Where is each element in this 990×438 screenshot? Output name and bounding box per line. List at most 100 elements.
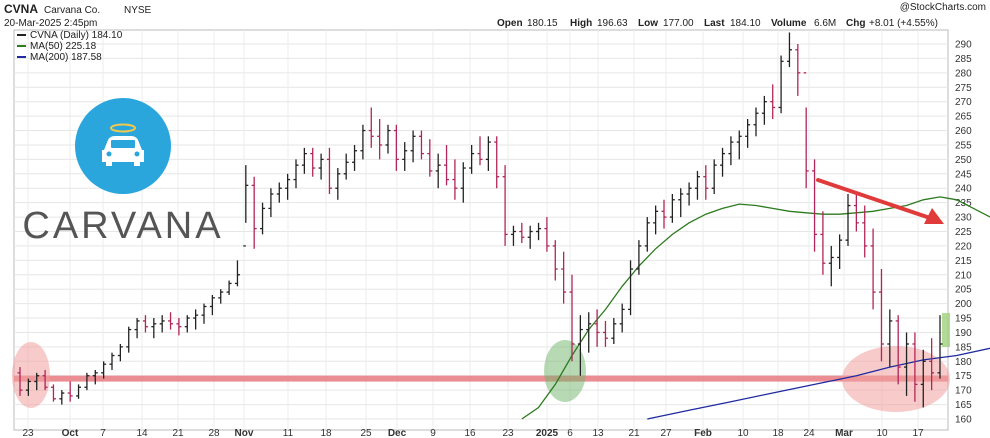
ohlc-bar bbox=[937, 315, 943, 379]
y-tick-label: 275 bbox=[955, 83, 972, 94]
ohlc-bar bbox=[586, 312, 592, 353]
highlight-left bbox=[12, 342, 50, 408]
ohlc-bar bbox=[435, 153, 441, 189]
ohlc-bar bbox=[544, 217, 550, 252]
highlight-mar bbox=[842, 346, 950, 412]
y-tick-label: 265 bbox=[955, 112, 972, 123]
x-tick-label: Dec bbox=[388, 428, 407, 438]
ohlc-bar bbox=[360, 124, 366, 160]
ohlc-bar bbox=[720, 147, 726, 177]
x-tick-label: 28 bbox=[208, 428, 220, 438]
ohlc-bar bbox=[853, 194, 859, 232]
highlight-jan bbox=[544, 340, 586, 402]
x-tick-label: 6 bbox=[567, 428, 573, 438]
ohlc-bar bbox=[109, 352, 115, 370]
ohlc-bar bbox=[293, 159, 299, 189]
ohlc-bar bbox=[184, 315, 190, 333]
symbol: CVNA bbox=[4, 2, 38, 16]
ohlc-bar bbox=[260, 202, 266, 235]
ohlc-bar bbox=[761, 95, 767, 125]
open-label: Open bbox=[497, 18, 523, 29]
y-tick-label: 205 bbox=[955, 285, 972, 296]
x-tick-label: 16 bbox=[464, 428, 476, 438]
chg-value: +8.01 (+4.55%) bbox=[869, 18, 938, 29]
plot-area bbox=[13, 29, 949, 431]
ohlc-bar bbox=[276, 182, 282, 203]
x-tick-label: 17 bbox=[912, 428, 924, 438]
last-value: 184.10 bbox=[730, 18, 761, 29]
y-tick-label: 175 bbox=[955, 371, 972, 382]
ohlc-bar bbox=[502, 165, 508, 246]
ohlc-bar bbox=[619, 303, 625, 333]
ohlc-bar bbox=[519, 222, 525, 244]
ohlc-bar bbox=[318, 153, 324, 180]
ohlc-bar bbox=[460, 162, 466, 203]
x-tick-label: 11 bbox=[283, 428, 294, 438]
ohlc-bar bbox=[251, 176, 257, 249]
ohlc-bar bbox=[527, 225, 533, 249]
ohlc-bar bbox=[352, 144, 358, 171]
ohlc-bar bbox=[444, 144, 450, 186]
y-tick-label: 260 bbox=[955, 126, 972, 137]
low-value: 177.00 bbox=[663, 18, 694, 29]
watermark: @StockCharts.com bbox=[900, 2, 986, 13]
highlight-last-bar bbox=[942, 313, 950, 347]
ohlc-bar bbox=[820, 211, 826, 275]
ohlc-bar bbox=[92, 369, 98, 385]
ohlc-bar bbox=[569, 274, 575, 362]
ohlc-bar bbox=[661, 199, 667, 229]
ohlc-bar bbox=[628, 260, 634, 316]
ohlc-bar bbox=[452, 159, 458, 200]
carvana-logo: CARVANA bbox=[22, 98, 223, 247]
ohlc-bar bbox=[611, 318, 617, 344]
ohlc-bar bbox=[418, 130, 424, 160]
ohlc-bar bbox=[577, 315, 583, 376]
ohlc-bar bbox=[76, 384, 82, 399]
support-band bbox=[14, 375, 948, 382]
ohlc-bar bbox=[920, 349, 926, 408]
y-tick-label: 225 bbox=[955, 227, 972, 238]
ohlc-bar bbox=[243, 165, 249, 247]
downtrend-arrow bbox=[816, 178, 944, 224]
x-tick-label: 21 bbox=[628, 428, 640, 438]
x-tick-label: 25 bbox=[360, 428, 372, 438]
ohlc-bar bbox=[669, 194, 675, 223]
ohlc-bar bbox=[929, 338, 935, 391]
open-value: 180.15 bbox=[527, 18, 558, 29]
y-tick-label: 215 bbox=[955, 256, 972, 267]
volume-value: 6.6M bbox=[814, 18, 836, 29]
ohlc-bar bbox=[477, 136, 483, 166]
x-tick-label: 23 bbox=[502, 428, 514, 438]
x-tick-label: 13 bbox=[592, 428, 604, 438]
support-line bbox=[14, 375, 948, 382]
y-tick-label: 170 bbox=[955, 386, 972, 397]
ohlc-bar bbox=[678, 188, 684, 218]
ohlc-bar bbox=[536, 222, 542, 241]
high-value: 196.63 bbox=[597, 18, 628, 29]
ohlc-bar bbox=[694, 170, 700, 200]
ohlc-bar bbox=[837, 234, 843, 269]
ohlc-bar bbox=[393, 124, 399, 171]
ohlc-bar bbox=[736, 130, 742, 160]
logo-wordmark: CARVANA bbox=[22, 205, 223, 247]
ohlc-bar bbox=[67, 381, 73, 402]
ma200-line bbox=[647, 347, 990, 420]
x-tick-label: 9 bbox=[430, 428, 436, 438]
y-tick-label: 200 bbox=[955, 299, 972, 310]
date-time: 20-Mar-2025 2:45pm bbox=[4, 18, 97, 29]
y-axis-labels: 160 165 170 175 180 185 190 195 200 205 210 215 220 2… bbox=[955, 40, 972, 426]
high-label: High bbox=[570, 18, 592, 29]
ohlc-bar bbox=[151, 318, 157, 339]
y-tick-label: 220 bbox=[955, 241, 972, 252]
last-label: Last bbox=[704, 18, 725, 29]
ohlc-bar bbox=[176, 318, 182, 336]
ohlc-bar bbox=[159, 315, 165, 333]
ohlc-bar bbox=[126, 326, 132, 353]
ohlc-bar bbox=[845, 194, 851, 246]
ohlc-bar bbox=[887, 309, 893, 368]
x-tick-label: 14 bbox=[136, 428, 148, 438]
ohlc-bar bbox=[778, 55, 784, 114]
ohlc-bar bbox=[686, 182, 692, 206]
ohlc-bar bbox=[561, 251, 567, 304]
